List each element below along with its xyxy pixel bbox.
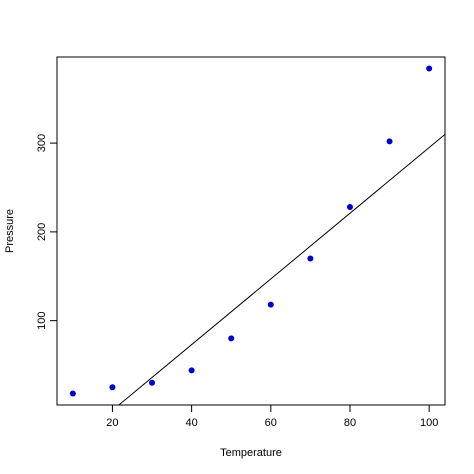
data-points	[69, 65, 433, 397]
data-point	[109, 384, 116, 391]
fit-line-layer	[118, 134, 446, 406]
data-point	[267, 301, 274, 308]
y-tick-label: 200	[36, 223, 48, 241]
x-tick-label: 60	[265, 417, 277, 429]
data-point	[386, 138, 393, 145]
data-point	[69, 390, 76, 397]
y-axis-label: Pressure	[4, 209, 16, 253]
x-tick-label: 100	[420, 417, 438, 429]
y-axis: 100 200 300	[36, 134, 57, 330]
x-tick-label: 20	[106, 417, 118, 429]
x-axis-label: Temperature	[220, 447, 282, 459]
data-point	[307, 255, 314, 262]
data-point	[426, 65, 433, 72]
y-tick-label: 100	[36, 311, 48, 329]
fit-line	[118, 134, 446, 406]
data-point	[188, 367, 195, 374]
x-tick-label: 80	[344, 417, 356, 429]
data-point	[346, 204, 353, 211]
x-tick-label: 40	[185, 417, 197, 429]
data-point	[228, 335, 235, 342]
y-tick-label: 300	[36, 134, 48, 152]
plot-frame	[56, 56, 446, 406]
data-point	[149, 379, 156, 386]
x-axis: 20 40 60 80 100	[106, 405, 438, 429]
